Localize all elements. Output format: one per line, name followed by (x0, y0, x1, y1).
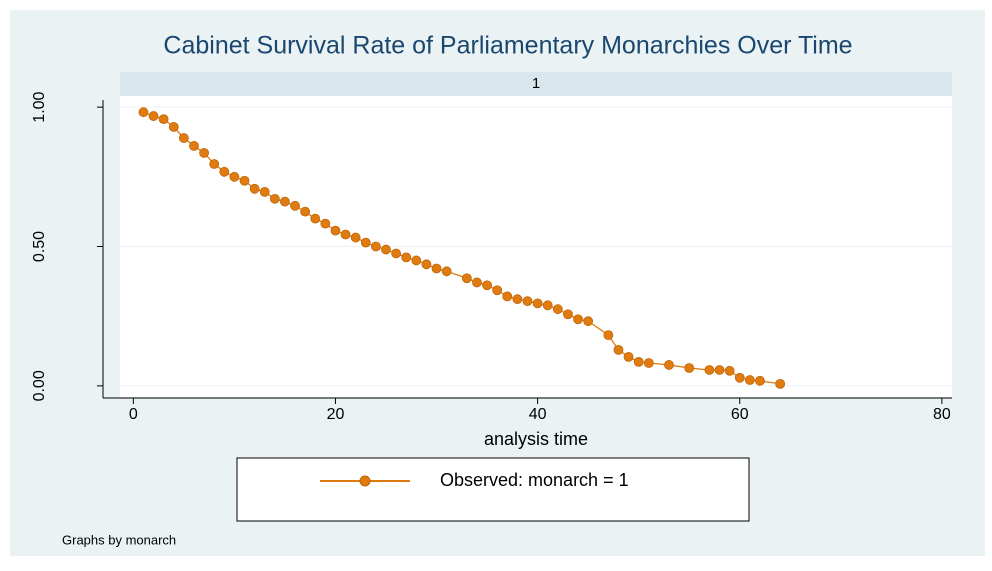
marker (138, 107, 149, 118)
marker (209, 159, 220, 169)
marker (330, 225, 341, 236)
marker (714, 365, 725, 375)
marker (148, 111, 159, 121)
marker (381, 244, 391, 255)
marker (775, 379, 786, 389)
marker (502, 291, 513, 302)
marker (684, 363, 695, 373)
marker (704, 365, 715, 375)
marker (532, 298, 543, 309)
note: Graphs by monarch (62, 532, 176, 547)
marker (269, 193, 280, 204)
marker (461, 273, 472, 284)
marker (391, 248, 402, 259)
marker (360, 237, 371, 248)
marker (431, 263, 442, 274)
x-tick-label: 20 (327, 406, 345, 423)
marker (350, 232, 361, 243)
marker (633, 356, 644, 367)
x-axis-label: analysis time (484, 429, 588, 449)
marker (158, 114, 169, 125)
marker (189, 140, 199, 151)
y-tick-label: 0.00 (31, 370, 48, 401)
marker (239, 175, 250, 186)
x-tick-label: 40 (529, 406, 547, 423)
marker (310, 213, 321, 224)
marker (300, 206, 311, 217)
legend-label: Observed: monarch = 1 (440, 470, 629, 490)
panel-header (120, 72, 952, 96)
marker (552, 304, 563, 315)
y-tick-label: 1.00 (31, 91, 48, 122)
marker (411, 255, 422, 266)
marker (603, 330, 614, 341)
y-tick-label: 0.50 (31, 231, 48, 262)
marker (370, 241, 381, 252)
marker (744, 375, 755, 385)
marker (472, 277, 482, 288)
marker (623, 351, 634, 362)
marker (643, 358, 654, 368)
marker (421, 259, 432, 270)
marker (512, 294, 523, 305)
marker (259, 186, 270, 197)
marker (280, 196, 290, 207)
marker (542, 300, 553, 311)
marker (573, 314, 583, 325)
marker (724, 365, 735, 376)
marker (522, 296, 533, 307)
marker (755, 375, 765, 386)
marker (178, 133, 189, 143)
marker (290, 200, 300, 211)
marker (613, 344, 624, 355)
marker (482, 280, 492, 291)
marker (320, 218, 331, 229)
legend-marker (359, 475, 371, 487)
x-tick-label: 80 (933, 406, 951, 423)
panel-label: 1 (532, 75, 540, 92)
series-line (143, 111, 781, 385)
chart-title: Cabinet Survival Rate of Parliamentary M… (163, 32, 852, 60)
marker (492, 285, 503, 296)
legend (236, 457, 750, 522)
x-tick-label: 0 (129, 406, 138, 423)
marker (401, 252, 412, 263)
marker (168, 122, 179, 132)
marker (563, 309, 573, 320)
marker (199, 147, 209, 158)
x-tick-label: 60 (731, 406, 749, 423)
marker (583, 316, 594, 327)
marker (441, 266, 452, 277)
marker (734, 372, 745, 383)
marker (249, 183, 260, 194)
marker (340, 229, 351, 240)
marker (664, 360, 674, 370)
marker (219, 166, 230, 177)
marker (229, 171, 240, 182)
